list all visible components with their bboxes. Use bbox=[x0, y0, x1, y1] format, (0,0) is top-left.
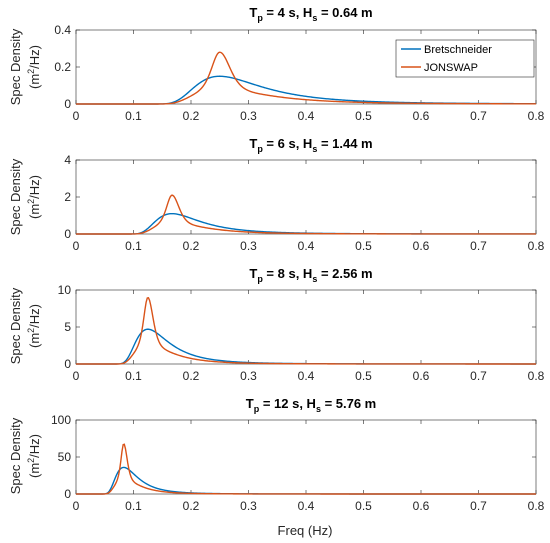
y-tick-label: 0.4 bbox=[54, 23, 71, 37]
panel-4-plot-area: 0 0.1 0.2 0.3 0.4 0.5 0.6 0.7 0.8 0 50 100 bbox=[51, 413, 545, 513]
x-tick-label: 0.4 bbox=[298, 369, 315, 383]
x-tick-label: 0.8 bbox=[528, 369, 545, 383]
panel-3-title: Tp = 8 s, Hs = 2.56 m bbox=[249, 266, 372, 284]
y-tick-label: 100 bbox=[51, 413, 71, 427]
x-tick-label: 0.3 bbox=[240, 369, 257, 383]
panel-2-plot-area: 0 0.1 0.2 0.3 0.4 0.5 0.6 0.7 0.8 0 2 4 bbox=[64, 153, 544, 253]
x-tick-label: 0.5 bbox=[355, 499, 372, 513]
x-tick-label: 0 bbox=[73, 499, 80, 513]
series-line-jonswap bbox=[76, 296, 536, 365]
series-line-jonswap bbox=[76, 194, 536, 235]
x-tick-label: 0.4 bbox=[298, 239, 315, 253]
panel-4-title: Tp = 12 s, Hs = 5.76 m bbox=[246, 396, 377, 414]
x-tick-label: 0.2 bbox=[183, 109, 200, 123]
x-tick-label: 0.4 bbox=[298, 109, 315, 123]
legend-label-jonswap: JONSWAP bbox=[424, 62, 478, 74]
x-tick-label: 0.5 bbox=[355, 369, 372, 383]
panel-4-axes-box bbox=[75, 419, 537, 495]
y-tick-label: 5 bbox=[64, 320, 71, 334]
panel-3-axes-box bbox=[75, 289, 537, 365]
legend: Bretschneider JONSWAP bbox=[395, 39, 535, 78]
x-tick-label: 0.3 bbox=[240, 109, 257, 123]
x-axis-title: Freq (Hz) bbox=[278, 523, 333, 538]
panel-1-title: Tp = 4 s, Hs = 0.64 m bbox=[249, 5, 372, 23]
panel-2-ylabel: Spec Density (m2/Hz) bbox=[8, 158, 42, 235]
x-tick-label: 0 bbox=[73, 369, 80, 383]
x-tick-label: 0 bbox=[73, 109, 80, 123]
series-line-jonswap bbox=[76, 443, 536, 495]
x-tick-label: 0.7 bbox=[470, 499, 487, 513]
x-tick-label: 0.5 bbox=[355, 239, 372, 253]
x-tick-label: 0.4 bbox=[298, 499, 315, 513]
x-tick-label: 0.6 bbox=[413, 369, 430, 383]
y-tick-label: 4 bbox=[64, 153, 71, 167]
x-tick-label: 0 bbox=[73, 239, 80, 253]
y-tick-label: 0 bbox=[64, 487, 71, 501]
legend-box bbox=[395, 39, 535, 78]
x-tick-label: 0.6 bbox=[413, 239, 430, 253]
panel-2-axes-box bbox=[75, 159, 537, 235]
panel-1-ylabel: Spec Density (m2/Hz) bbox=[8, 28, 42, 105]
y-tick-label: 10 bbox=[58, 283, 72, 297]
x-tick-label: 0.6 bbox=[413, 499, 430, 513]
panel-4: Tp = 12 s, Hs = 5.76 m 0 0.1 0.2 0.3 0.4 0.5 0… bbox=[8, 396, 545, 513]
x-tick-label: 0.7 bbox=[470, 109, 487, 123]
panel-3: Tp = 8 s, Hs = 2.56 m 0 0.1 0.2 0.3 0.4 0.5 0.… bbox=[8, 266, 545, 383]
panel-3-plot-area: 0 0.1 0.2 0.3 0.4 0.5 0.6 0.7 0.8 0 5 10 bbox=[58, 283, 545, 383]
panel-2: Tp = 6 s, Hs = 1.44 m 0 0.1 0.2 0.3 0.4 0.5 0.… bbox=[8, 136, 545, 253]
panel-1: Tp = 4 s, Hs = 0.64 m 0 0.1 0.2 0.3 0.4 0.5 0.… bbox=[8, 5, 545, 123]
y-tick-label: 50 bbox=[58, 450, 72, 464]
x-tick-label: 0.8 bbox=[528, 109, 545, 123]
x-tick-label: 0.6 bbox=[413, 109, 430, 123]
panel-2-title: Tp = 6 s, Hs = 1.44 m bbox=[249, 136, 372, 154]
x-tick-label: 0.7 bbox=[470, 239, 487, 253]
x-tick-label: 0.5 bbox=[355, 109, 372, 123]
panel-4-ylabel: Spec Density (m2/Hz) bbox=[8, 417, 42, 494]
x-tick-label: 0.2 bbox=[183, 499, 200, 513]
x-tick-label: 0.1 bbox=[125, 239, 142, 253]
x-tick-label: 0.8 bbox=[528, 239, 545, 253]
x-tick-label: 0.1 bbox=[125, 499, 142, 513]
x-tick-label: 0.7 bbox=[470, 369, 487, 383]
y-tick-label: 2 bbox=[64, 190, 71, 204]
panel-3-ylabel: Spec Density (m2/Hz) bbox=[8, 287, 42, 364]
x-tick-label: 0.2 bbox=[183, 369, 200, 383]
y-tick-label: 0.2 bbox=[54, 60, 71, 74]
y-tick-label: 0 bbox=[64, 357, 71, 371]
series-line-jonswap bbox=[76, 51, 536, 105]
y-tick-label: 0 bbox=[64, 97, 71, 111]
x-tick-label: 0.8 bbox=[528, 499, 545, 513]
x-tick-label: 0.1 bbox=[125, 109, 142, 123]
legend-label-bretschneider: Bretschneider bbox=[424, 44, 492, 56]
x-tick-label: 0.1 bbox=[125, 369, 142, 383]
y-tick-label: 0 bbox=[64, 227, 71, 241]
x-tick-label: 0.2 bbox=[183, 239, 200, 253]
x-tick-label: 0.3 bbox=[240, 499, 257, 513]
x-tick-label: 0.3 bbox=[240, 239, 257, 253]
